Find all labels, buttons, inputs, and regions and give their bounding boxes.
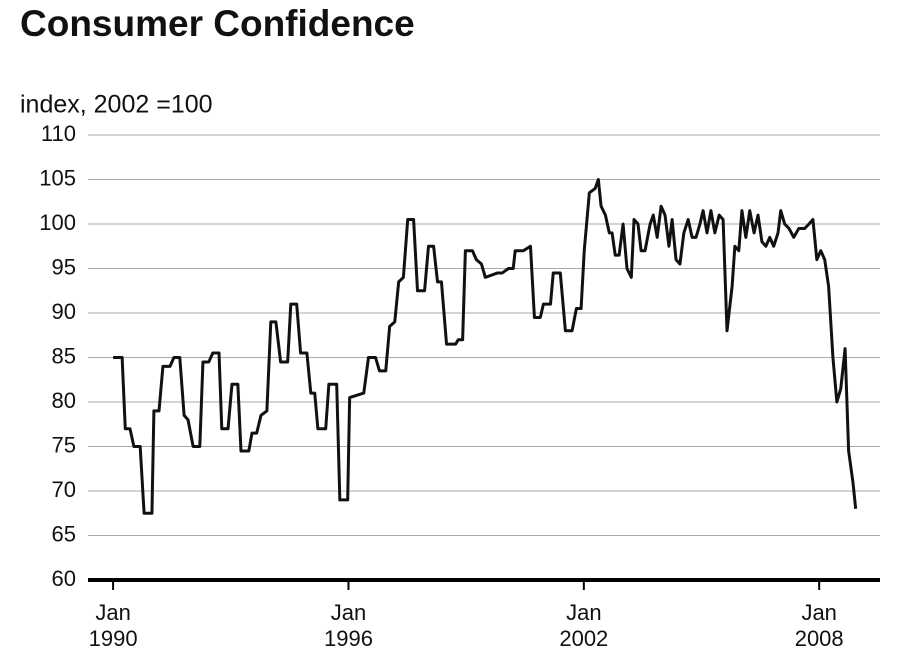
y-tick-label: 110 <box>41 121 76 146</box>
x-tick-label: Jan 2002 <box>559 600 609 651</box>
y-axis-label: index, 2002 =100 <box>20 91 213 119</box>
chart-title: Consumer Confidence <box>20 3 415 44</box>
y-tick-label: 80 <box>52 388 76 413</box>
line-series <box>113 178 858 515</box>
x-tick-label: Jan 1990 <box>88 600 138 651</box>
y-tick-label: 65 <box>52 521 76 546</box>
y-tick-label: 75 <box>52 432 76 457</box>
y-tick-label: 60 <box>52 566 76 591</box>
y-tick-label: 95 <box>52 254 76 279</box>
y-tick-label: 70 <box>52 477 76 502</box>
y-tick-label: 90 <box>52 299 76 324</box>
x-tick-label: Jan 2008 <box>794 600 844 651</box>
y-tick-label: 100 <box>39 210 76 235</box>
y-tick-label: 105 <box>39 165 76 190</box>
x-tick-label: Jan 1996 <box>323 600 373 651</box>
y-tick-label: 85 <box>52 343 76 368</box>
